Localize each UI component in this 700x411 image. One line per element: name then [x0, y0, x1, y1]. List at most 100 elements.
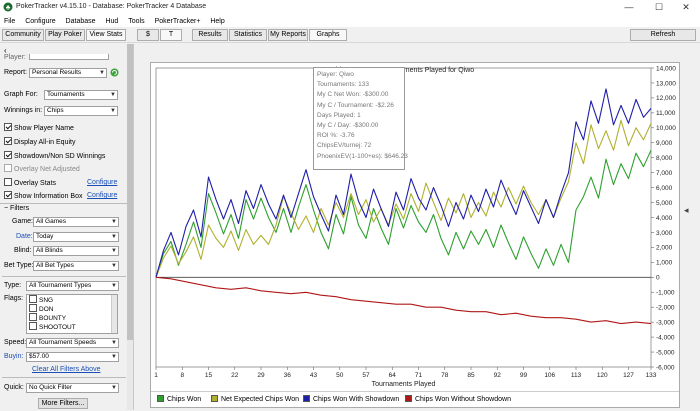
- x-tick-label: 22: [231, 372, 239, 379]
- maximize-button[interactable]: ☐: [654, 2, 664, 12]
- panel-scrollbar[interactable]: [127, 44, 133, 410]
- more-filters-button[interactable]: More Filters...: [38, 398, 88, 409]
- report-select[interactable]: Personal Results ▼: [29, 68, 107, 78]
- refresh-button[interactable]: Refresh: [630, 29, 696, 41]
- legend-swatch: [405, 395, 412, 402]
- panel-scrollbar-thumb[interactable]: [127, 44, 133, 340]
- x-tick-label: 36: [284, 372, 292, 379]
- quick-label: Quick:: [4, 384, 24, 391]
- type-select[interactable]: All Tournament Types ▼: [26, 281, 119, 291]
- flags-scrollbar[interactable]: [111, 295, 117, 333]
- graph-for-value: Tournaments: [47, 91, 85, 98]
- flag-item-shootout[interactable]: SHOOTOUT: [27, 322, 117, 331]
- tab-view-stats[interactable]: View Stats: [86, 29, 126, 41]
- y-tick-label: 12,000: [656, 95, 676, 102]
- game-select[interactable]: All Games ▼: [33, 217, 119, 227]
- flags-listbox[interactable]: SNG DON BOUNTY SHOOTOUT: [26, 294, 118, 334]
- speed-select[interactable]: All Tournament Speeds ▼: [26, 338, 119, 348]
- graph-for-select[interactable]: Tournaments ▼: [44, 90, 118, 100]
- chevron-down-icon: ▼: [111, 219, 117, 225]
- tab-graphs[interactable]: Graphs: [309, 29, 347, 41]
- configure-overlay-link[interactable]: Configure: [87, 179, 118, 186]
- checkbox[interactable]: [29, 313, 37, 321]
- menu-hud[interactable]: Hud: [105, 18, 119, 25]
- close-button[interactable]: ✕: [682, 2, 690, 12]
- menu-file[interactable]: File: [4, 18, 16, 25]
- flag-label: SHOOTOUT: [39, 324, 76, 331]
- flag-item-sng[interactable]: SNG: [27, 295, 117, 304]
- checkbox[interactable]: [4, 191, 12, 199]
- blind-select[interactable]: All Blinds ▼: [33, 246, 119, 256]
- info-line-per-tournament: My C / Tournament: -$2.26: [317, 101, 394, 109]
- flag-item-bounty[interactable]: BOUNTY: [27, 313, 117, 322]
- blind-label: Blind:: [14, 247, 32, 254]
- graph-for-label: Graph For:: [4, 91, 38, 98]
- tab-results[interactable]: Results: [192, 29, 228, 41]
- y-tick-label: 6,000: [656, 185, 673, 192]
- checkbox[interactable]: [4, 137, 12, 145]
- checkbox[interactable]: [4, 151, 12, 159]
- player-select[interactable]: [29, 54, 109, 60]
- buyin-select[interactable]: $57.00 ▼: [26, 352, 119, 362]
- menu-configure[interactable]: Configure: [25, 18, 56, 25]
- info-line-net-won: My C Net Won: -$300.00: [317, 91, 389, 99]
- y-tick-label: 9,000: [656, 140, 673, 147]
- minimize-button[interactable]: —: [624, 2, 634, 12]
- clear-filters-link[interactable]: Clear All Filters Above: [32, 366, 101, 373]
- checkbox[interactable]: [4, 178, 12, 186]
- date-value: Today: [36, 233, 54, 240]
- tab-my-reports[interactable]: My Reports: [268, 29, 308, 41]
- menu-database[interactable]: Database: [65, 18, 96, 25]
- checkbox[interactable]: [29, 322, 37, 330]
- option-display-allin-equity[interactable]: Display All-in Equity: [4, 137, 75, 148]
- chart-container: 14,000 13,000 12,000 11,000 10,000 9,000 8,000…: [150, 62, 680, 408]
- title-bar: ♣ PokerTracker v4.15.10 - Database: Poke…: [0, 0, 700, 15]
- quick-filter-select[interactable]: No Quick Filter ▼: [26, 383, 119, 393]
- tab-statistics[interactable]: Statistics: [229, 29, 267, 41]
- y-tick-label: -6,000: [656, 364, 675, 371]
- date-select[interactable]: Today ▼: [33, 232, 119, 242]
- menu-bar: File Configure Database Hud Tools PokerT…: [0, 15, 700, 27]
- tournament-toggle[interactable]: T: [160, 29, 182, 41]
- y-tick-label: 13,000: [656, 80, 676, 87]
- option-show-information-box[interactable]: Show Information Box: [4, 191, 82, 202]
- bet-type-label: Bet Type:: [4, 262, 34, 269]
- x-tick-label: 71: [415, 372, 423, 379]
- refresh-report-icon[interactable]: [110, 68, 119, 77]
- chevron-down-icon: ▼: [111, 263, 117, 269]
- svg-text:♣: ♣: [6, 5, 11, 12]
- checkbox[interactable]: [29, 295, 37, 303]
- winnings-in-select[interactable]: Chips ▼: [44, 106, 118, 116]
- y-tick-label: 3,000: [656, 230, 673, 237]
- chevron-down-icon: ▼: [111, 248, 117, 254]
- chevron-down-icon: ▼: [111, 340, 117, 346]
- y-tick-label: 11,000: [656, 110, 676, 117]
- filters-section-header[interactable]: − Filters: [0, 203, 130, 213]
- tab-community[interactable]: Community: [2, 29, 44, 41]
- checkbox[interactable]: [4, 123, 12, 131]
- option-overlay-stats[interactable]: Overlay Stats: [4, 178, 56, 189]
- legend-item-without-showdown: Chips Won Without Showdown: [405, 395, 511, 404]
- menu-help[interactable]: Help: [210, 18, 225, 25]
- configure-info-box-link[interactable]: Configure: [87, 192, 118, 199]
- chevron-down-icon: ▼: [110, 92, 116, 98]
- bet-type-select[interactable]: All Bet Types ▼: [33, 261, 119, 271]
- checkbox[interactable]: [29, 304, 37, 312]
- splitter-grip-icon[interactable]: ◂: [684, 205, 689, 215]
- information-box: Player: Qiwo Tournaments: 133 My C Net W…: [313, 67, 408, 170]
- flag-item-don[interactable]: DON: [27, 304, 117, 313]
- menu-pokertracker-plus[interactable]: PokerTracker+: [154, 18, 201, 25]
- cash-toggle[interactable]: $: [137, 29, 159, 41]
- collapse-arrow-icon[interactable]: ‹: [4, 46, 7, 55]
- legend-swatch: [157, 395, 164, 402]
- speed-value: All Tournament Speeds: [29, 339, 97, 346]
- y-tick-label: -2,000: [656, 305, 675, 312]
- info-line-tournaments: Tournaments: 133: [317, 81, 370, 89]
- y-tick-label: 1,000: [656, 260, 673, 267]
- info-line-chipsev: ChipsEV/turnej: 72: [317, 142, 372, 150]
- tab-play-poker[interactable]: Play Poker: [45, 29, 85, 41]
- option-show-player-name[interactable]: Show Player Name: [4, 123, 74, 134]
- menu-tools[interactable]: Tools: [128, 18, 145, 25]
- x-axis-label: Tournaments Played: [372, 381, 436, 388]
- option-showdown-winnings[interactable]: Showdown/Non SD Winnings: [4, 151, 105, 162]
